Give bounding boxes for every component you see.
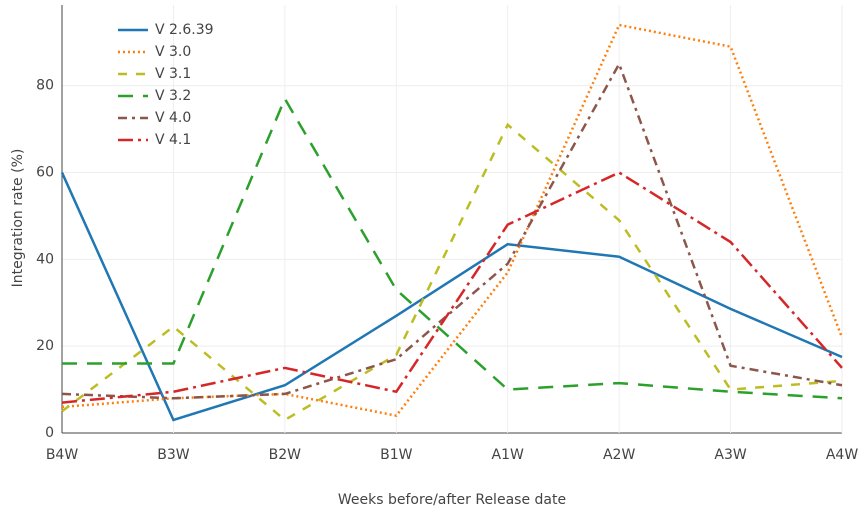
x-tick-label: A3W — [714, 447, 746, 463]
x-tick-label: B1W — [380, 447, 413, 463]
x-tick-label: A4W — [826, 447, 858, 463]
y-tick-label: 40 — [36, 251, 54, 267]
y-tick-label: 0 — [45, 425, 54, 441]
legend-label: V 2.6.39 — [155, 22, 214, 38]
series-line — [61, 61, 843, 400]
legend-label: V 4.1 — [155, 132, 191, 148]
x-tick-label: B4W — [46, 447, 79, 463]
legend-label: V 3.2 — [155, 88, 191, 104]
legend-label: V 3.1 — [155, 66, 191, 82]
legend-label: V 3.0 — [155, 44, 191, 60]
series-line — [61, 23, 844, 418]
y-tick-label: 80 — [36, 78, 54, 94]
series-line — [61, 122, 843, 422]
y-axis-title: Integration rate (%) — [10, 149, 26, 288]
series-line — [61, 171, 843, 404]
x-tick-label: B3W — [157, 447, 190, 463]
series-line — [62, 95, 843, 400]
y-tick-label: 60 — [36, 165, 54, 181]
x-tick-label: B2W — [269, 447, 302, 463]
x-tick-label: A1W — [492, 447, 524, 463]
x-axis-title: Weeks before/after Release date — [338, 492, 566, 508]
legend-label: V 4.0 — [155, 110, 191, 126]
series-line — [60, 172, 843, 422]
x-tick-label: A2W — [603, 447, 635, 463]
y-tick-label: 20 — [36, 338, 54, 354]
